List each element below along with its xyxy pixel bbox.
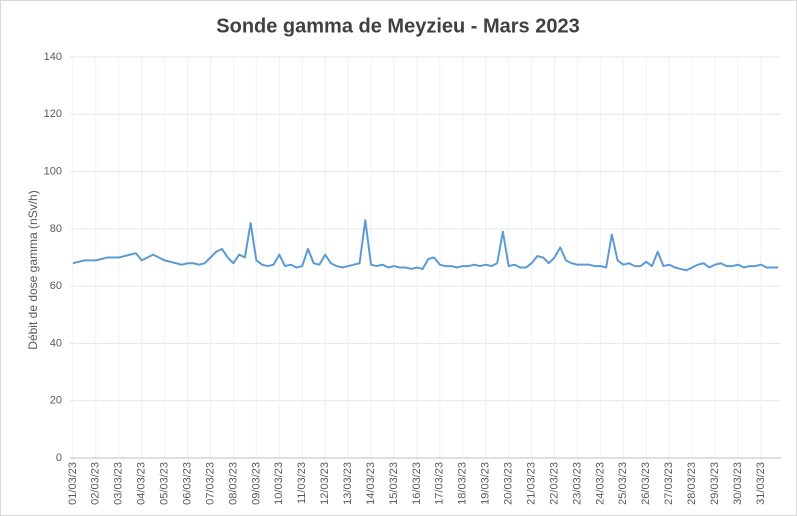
x-tick-label: 20/03/23	[503, 462, 515, 505]
chart-title: Sonde gamma de Meyzieu - Mars 2023	[216, 15, 579, 37]
x-tick-label: 08/03/23	[227, 462, 239, 505]
x-tick-label: 17/03/23	[434, 462, 446, 505]
data-line	[72, 219, 779, 272]
x-tick-label: 18/03/23	[457, 462, 469, 505]
x-tick-label: 10/03/23	[273, 462, 285, 505]
x-tick-label: 01/03/23	[67, 462, 79, 505]
y-tick-label: 40	[50, 337, 62, 349]
y-tick-label: 80	[50, 223, 62, 235]
x-tick-label: 16/03/23	[411, 462, 423, 505]
x-tick-label: 15/03/23	[388, 462, 400, 505]
y-tick-label: 20	[50, 395, 62, 407]
x-tick-label: 28/03/23	[686, 462, 698, 505]
y-tick-label: 60	[50, 280, 62, 292]
x-tick-label: 22/03/23	[548, 462, 560, 505]
x-tick-label: 21/03/23	[525, 462, 537, 505]
x-tick-label: 06/03/23	[181, 462, 193, 505]
y-tick-label: 120	[44, 108, 62, 120]
y-tick-label: 140	[44, 51, 62, 63]
x-tick-label: 14/03/23	[365, 462, 377, 505]
x-tick-label: 27/03/23	[663, 462, 675, 505]
x-tick-label: 29/03/23	[709, 462, 721, 505]
x-tick-label: 05/03/23	[159, 462, 171, 505]
y-tick-label: 100	[44, 165, 62, 177]
x-tick-label: 24/03/23	[594, 462, 606, 505]
x-tick-label: 23/03/23	[571, 462, 583, 505]
x-tick-label: 12/03/23	[319, 462, 331, 505]
x-tick-label: 03/03/23	[113, 462, 125, 505]
x-tick-label: 07/03/23	[204, 462, 216, 505]
x-tick-label: 26/03/23	[640, 462, 652, 505]
x-tick-label: 11/03/23	[296, 462, 308, 504]
x-tick-label: 25/03/23	[617, 462, 629, 505]
y-axis-label: Débit de dose gamma (nSv/h)	[26, 190, 40, 349]
x-tick-label: 30/03/23	[732, 462, 744, 505]
x-tick-label: 19/03/23	[480, 462, 492, 505]
y-tick-label: 0	[56, 452, 62, 464]
x-tick-label: 31/03/23	[755, 462, 767, 505]
x-tick-label: 04/03/23	[136, 462, 148, 505]
x-tick-label: 09/03/23	[250, 462, 262, 505]
x-tick-label: 02/03/23	[90, 462, 102, 505]
x-tick-label: 13/03/23	[342, 462, 354, 505]
